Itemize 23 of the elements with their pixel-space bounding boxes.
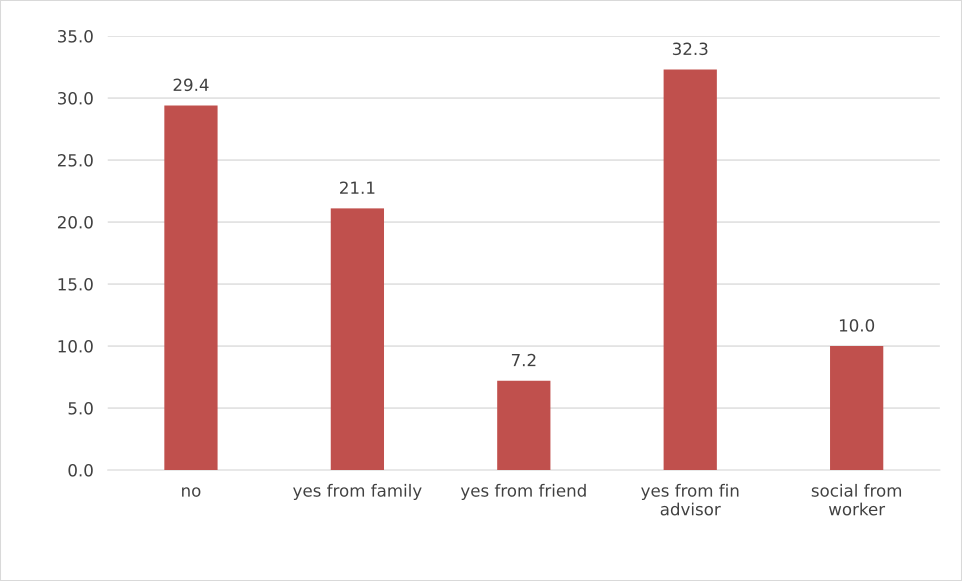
y-tick-label: 0.0 <box>68 464 93 477</box>
x-tick-label: yes from friend <box>460 484 586 500</box>
y-tick-label: 15.0 <box>58 278 93 291</box>
x-tick-label: yes from fin advisor <box>641 484 738 516</box>
y-tick-label: 30.0 <box>58 92 93 105</box>
data-label: 21.1 <box>340 181 374 194</box>
bar <box>497 380 550 470</box>
x-tick-label: social from worker <box>812 484 902 516</box>
data-label: 7.2 <box>512 354 536 366</box>
data-label: 10.0 <box>840 319 874 332</box>
y-tick-label: 5.0 <box>68 402 93 415</box>
y-tick-label: 35.0 <box>58 30 93 43</box>
y-tick-label: 10.0 <box>58 340 93 353</box>
data-label: 32.3 <box>672 42 708 56</box>
bar <box>664 70 717 470</box>
data-label: 29.4 <box>174 78 209 92</box>
y-tick-label: 25.0 <box>58 154 93 167</box>
x-tick-label: no <box>182 487 200 497</box>
y-tick-label: 20.0 <box>58 216 93 229</box>
x-tick-label: yes from family <box>293 484 422 500</box>
bar <box>830 346 884 470</box>
bar <box>164 105 218 470</box>
bar <box>330 208 384 470</box>
